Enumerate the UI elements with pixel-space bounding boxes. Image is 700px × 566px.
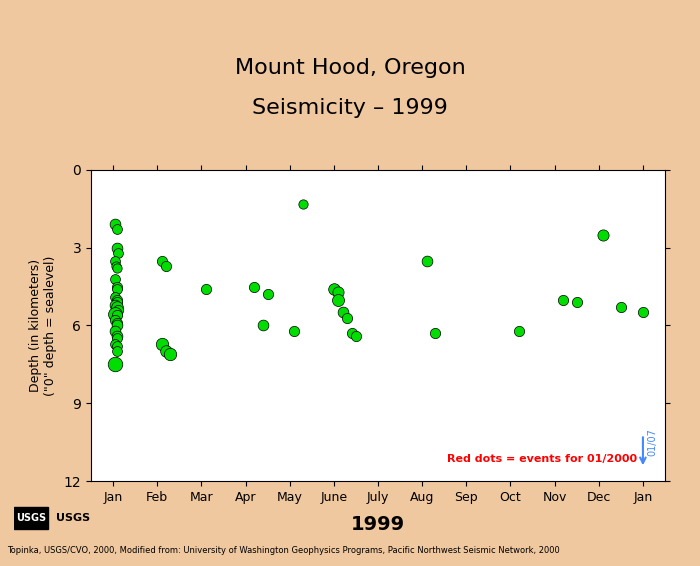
Point <box>558 295 569 304</box>
Point <box>258 321 269 330</box>
Text: USGS: USGS <box>15 513 46 523</box>
Point <box>113 306 124 315</box>
Point <box>200 285 211 294</box>
Point <box>160 347 172 356</box>
Text: Topinka, USGS/CVO, 2000, Modified from: University of Washington Geophysics Prog: Topinka, USGS/CVO, 2000, Modified from: … <box>7 546 560 555</box>
Y-axis label: Depth (in kilometers)
("0" depth = sealevel): Depth (in kilometers) ("0" depth = seale… <box>29 255 57 396</box>
Point <box>288 326 300 335</box>
Point <box>110 220 121 229</box>
Point <box>332 287 344 296</box>
Point <box>346 329 357 338</box>
Point <box>637 308 648 317</box>
Point <box>248 282 260 291</box>
Point <box>112 264 123 273</box>
Point <box>111 318 122 327</box>
Point <box>110 360 121 369</box>
Text: 01/07: 01/07 <box>648 428 657 456</box>
Point <box>112 298 123 307</box>
Point <box>262 290 273 299</box>
Point <box>337 308 349 317</box>
Point <box>342 313 353 322</box>
Point <box>328 285 339 294</box>
Point <box>112 243 123 252</box>
Point <box>112 334 123 343</box>
Point <box>110 300 121 309</box>
Point <box>111 261 122 271</box>
Point <box>111 225 122 234</box>
Point <box>430 329 441 338</box>
Point <box>111 295 122 304</box>
X-axis label: 1999: 1999 <box>351 515 405 534</box>
Point <box>165 349 176 358</box>
Point <box>110 339 121 348</box>
Point <box>156 339 167 348</box>
Point <box>571 298 582 307</box>
Point <box>332 295 344 304</box>
Point <box>110 309 121 318</box>
Point <box>113 248 124 258</box>
Point <box>615 303 626 312</box>
Point <box>160 261 172 271</box>
Point <box>598 230 609 239</box>
Point <box>111 342 122 351</box>
Text: Seismicity – 1999: Seismicity – 1999 <box>252 97 448 118</box>
Point <box>421 256 432 265</box>
FancyBboxPatch shape <box>14 507 48 529</box>
Point <box>514 326 525 335</box>
Point <box>156 256 167 265</box>
Text: Mount Hood, Oregon: Mount Hood, Oregon <box>234 58 466 78</box>
Point <box>110 293 121 302</box>
Point <box>110 256 121 265</box>
Point <box>112 285 123 294</box>
Point <box>110 316 121 325</box>
Point <box>110 275 121 284</box>
Point <box>112 347 123 356</box>
Point <box>111 303 122 312</box>
Point <box>111 282 122 291</box>
Point <box>111 331 122 340</box>
Text: Red dots = events for 01/2000: Red dots = events for 01/2000 <box>447 454 637 465</box>
Point <box>298 199 309 208</box>
Text: USGS: USGS <box>56 513 90 523</box>
Point <box>350 331 361 340</box>
Point <box>112 321 123 330</box>
Point <box>112 311 123 320</box>
Point <box>110 326 121 335</box>
